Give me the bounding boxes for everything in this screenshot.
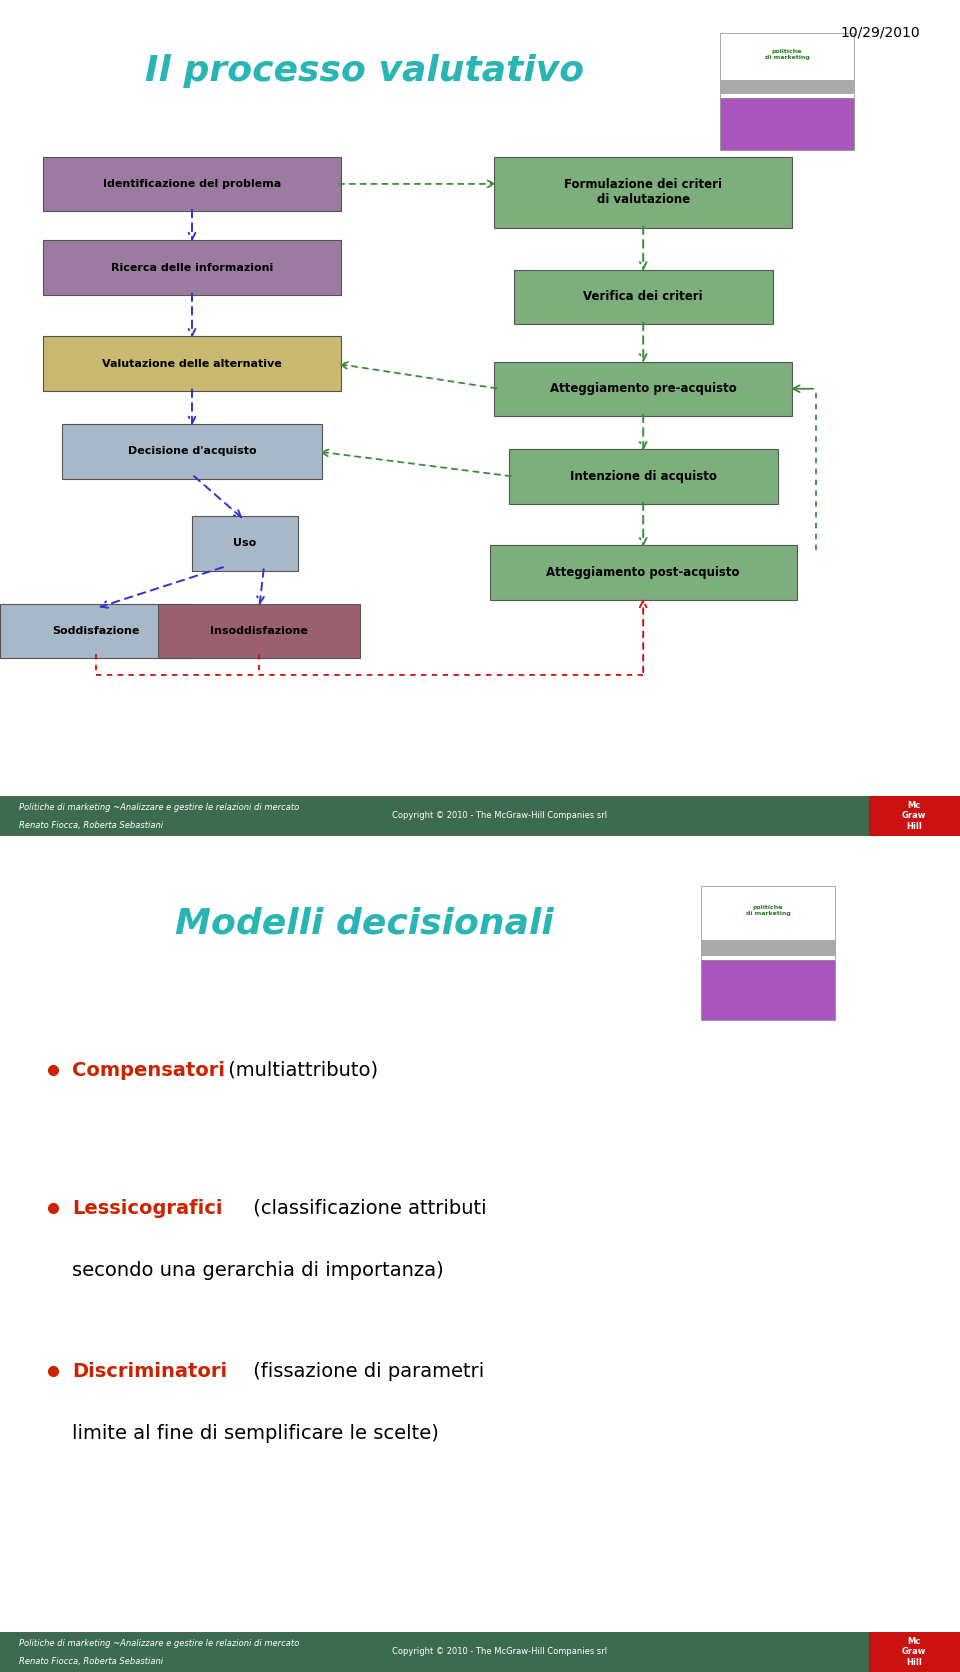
Text: Il processo valutativo: Il processo valutativo <box>145 54 585 89</box>
Text: (multiattributo): (multiattributo) <box>222 1060 378 1080</box>
Text: Atteggiamento pre-acquisto: Atteggiamento pre-acquisto <box>550 383 736 395</box>
Bar <box>701 960 835 1020</box>
Text: Identificazione del problema: Identificazione del problema <box>103 179 281 189</box>
Text: limite al fine di semplificare le scelte): limite al fine di semplificare le scelte… <box>72 1425 439 1443</box>
Text: Renato Fiocca, Roberta Sebastiani: Renato Fiocca, Roberta Sebastiani <box>19 821 163 831</box>
FancyBboxPatch shape <box>192 517 298 570</box>
Bar <box>0 1632 960 1672</box>
FancyBboxPatch shape <box>514 269 773 324</box>
Bar <box>701 940 835 956</box>
Bar <box>720 97 854 150</box>
Text: Insoddisfazione: Insoddisfazione <box>210 627 308 635</box>
Text: Politiche di marketing ~Analizzare e gestire le relazioni di mercato: Politiche di marketing ~Analizzare e ges… <box>19 804 300 813</box>
Text: politiche
di marketing: politiche di marketing <box>765 48 809 60</box>
Text: Soddisfazione: Soddisfazione <box>52 627 140 635</box>
Text: Mc
Graw
Hill: Mc Graw Hill <box>901 1637 926 1667</box>
FancyBboxPatch shape <box>494 157 792 227</box>
Text: Formulazione dei criteri
di valutazione: Formulazione dei criteri di valutazione <box>564 179 722 206</box>
FancyBboxPatch shape <box>43 157 341 211</box>
Text: Verifica dei criteri: Verifica dei criteri <box>584 291 703 303</box>
FancyBboxPatch shape <box>494 361 792 416</box>
Text: Lessicografici: Lessicografici <box>72 1199 223 1217</box>
Text: Decisione d'acquisto: Decisione d'acquisto <box>128 446 256 456</box>
Text: Compensatori: Compensatori <box>72 1060 225 1080</box>
Text: Discriminatori: Discriminatori <box>72 1361 228 1381</box>
FancyBboxPatch shape <box>158 604 360 659</box>
Text: Copyright © 2010 - The McGraw-Hill Companies srl: Copyright © 2010 - The McGraw-Hill Compa… <box>392 1647 607 1657</box>
Bar <box>701 886 835 960</box>
Bar <box>720 80 854 94</box>
Text: Intenzione di acquisto: Intenzione di acquisto <box>570 470 716 483</box>
Bar <box>0 796 960 836</box>
Bar <box>869 796 960 836</box>
FancyBboxPatch shape <box>0 604 192 659</box>
Bar <box>720 33 854 97</box>
Text: Renato Fiocca, Roberta Sebastiani: Renato Fiocca, Roberta Sebastiani <box>19 1657 163 1667</box>
Text: 10/29/2010: 10/29/2010 <box>840 25 920 38</box>
Bar <box>869 1632 960 1672</box>
Text: 7: 7 <box>905 1650 919 1669</box>
Text: secondo una gerarchia di importanza): secondo una gerarchia di importanza) <box>72 1261 444 1281</box>
Text: Uso: Uso <box>233 538 256 548</box>
Text: Atteggiamento post-acquisto: Atteggiamento post-acquisto <box>546 567 740 579</box>
Text: Politiche di marketing ~Analizzare e gestire le relazioni di mercato: Politiche di marketing ~Analizzare e ges… <box>19 1640 300 1649</box>
FancyBboxPatch shape <box>43 336 341 391</box>
FancyBboxPatch shape <box>490 545 797 600</box>
Text: (classificazione attributi: (classificazione attributi <box>247 1199 487 1217</box>
FancyBboxPatch shape <box>43 241 341 294</box>
Text: Mc
Graw
Hill: Mc Graw Hill <box>901 801 926 831</box>
Text: (fissazione di parametri: (fissazione di parametri <box>247 1361 484 1381</box>
FancyBboxPatch shape <box>62 425 322 478</box>
Text: Copyright © 2010 - The McGraw-Hill Companies srl: Copyright © 2010 - The McGraw-Hill Compa… <box>392 811 607 821</box>
FancyBboxPatch shape <box>509 450 778 503</box>
Text: Valutazione delle alternative: Valutazione delle alternative <box>102 359 282 368</box>
Text: Ricerca delle informazioni: Ricerca delle informazioni <box>110 263 274 273</box>
Text: politiche
di marketing: politiche di marketing <box>746 905 790 916</box>
Text: Modelli decisionali: Modelli decisionali <box>176 906 554 941</box>
